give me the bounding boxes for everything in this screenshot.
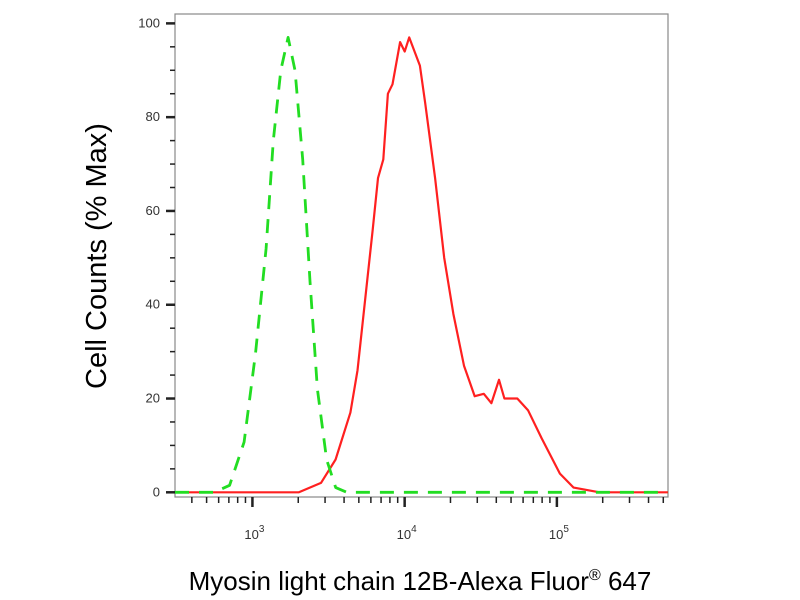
x-tick-label: 105 — [549, 524, 569, 542]
y-tick-label: 100 — [138, 15, 160, 30]
control-histogram-line — [175, 36, 668, 494]
y-tick-label: 60 — [146, 203, 160, 218]
y-axis-label: Cell Counts (% Max) — [81, 123, 113, 389]
x-axis-label: Myosin light chain 12B-Alexa Fluor® 647 — [189, 566, 652, 596]
y-tick-label: 20 — [146, 391, 160, 406]
x-axis-label-main: Myosin light chain 12B-Alexa Fluor — [189, 566, 590, 596]
plot-frame — [174, 13, 669, 498]
x-tick-label: 104 — [397, 524, 417, 542]
x-tick-label: 103 — [244, 524, 264, 542]
x-axis-label-superscript: ® — [589, 567, 601, 584]
sample-histogram-line — [175, 36, 668, 494]
axes: 0 20 40 60 80 100 103 104 105 — [138, 13, 669, 542]
y-tick-label: 80 — [146, 109, 160, 124]
y-tick-label: 0 — [153, 484, 160, 499]
series-layer — [175, 36, 668, 494]
y-tick-label: 40 — [146, 297, 160, 312]
x-axis-label-suffix: 647 — [601, 566, 652, 596]
